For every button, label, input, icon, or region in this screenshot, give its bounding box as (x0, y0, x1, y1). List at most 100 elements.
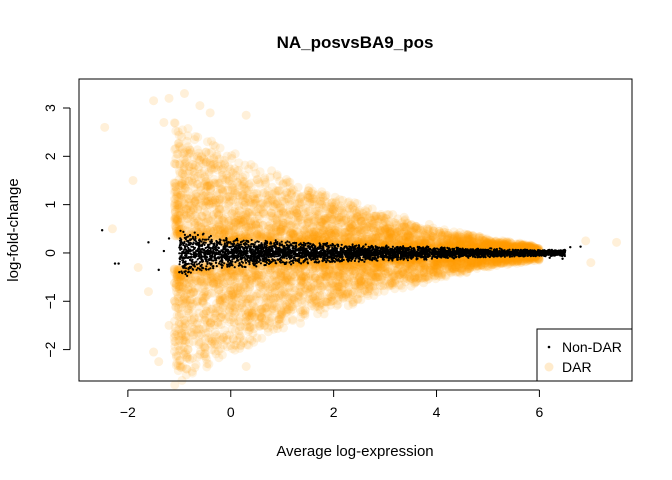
dar-point (402, 238, 412, 248)
dar-point (230, 291, 240, 301)
dar-point (530, 256, 540, 266)
dar-point (505, 237, 515, 247)
dar-point (233, 213, 243, 223)
dar-point (305, 295, 315, 304)
dar-point (308, 291, 318, 301)
dar-point (169, 118, 179, 128)
dar-point (271, 277, 281, 287)
dar-point (172, 204, 182, 214)
dar-point (174, 311, 184, 321)
dar-point (337, 284, 347, 294)
dar-point (170, 194, 179, 204)
dar-point (322, 231, 332, 240)
dar-point (174, 138, 184, 148)
dar-point (194, 162, 204, 172)
dar-point (328, 204, 338, 214)
dar-point (414, 272, 424, 282)
dar-point (400, 216, 410, 226)
dar-point (256, 229, 266, 239)
dar-point (474, 240, 483, 250)
dar-point (422, 239, 432, 249)
dar-point (251, 198, 260, 208)
dar-point (365, 259, 375, 269)
dar-point (468, 239, 478, 249)
dar-point (329, 285, 339, 295)
dar-point (169, 264, 179, 274)
dar-point (293, 190, 303, 199)
dar-point (380, 262, 390, 272)
dar-point (263, 291, 273, 301)
dar-point (217, 312, 227, 322)
dar-point (251, 264, 261, 274)
dar-point (226, 300, 236, 310)
dar-point (400, 222, 410, 232)
dar-point (227, 154, 237, 163)
dar-point (200, 180, 209, 190)
dar-point (245, 294, 255, 304)
dar-point (414, 238, 424, 248)
dar-point (403, 236, 413, 246)
dar-point (304, 271, 314, 281)
dar-point (172, 231, 181, 241)
dar-point (315, 301, 325, 311)
dar-point (410, 228, 419, 238)
dar-point (452, 234, 462, 244)
dar-point (213, 225, 223, 235)
dar-point (179, 154, 189, 164)
dar-point (317, 282, 326, 292)
dar-point (434, 226, 444, 236)
dar-point (330, 206, 340, 216)
dar-point (257, 199, 267, 209)
dar-point (462, 234, 472, 244)
dar-point (280, 225, 290, 235)
dar-point (330, 230, 340, 240)
dar-point (276, 224, 286, 234)
dar-point (218, 186, 228, 196)
dar-point (347, 265, 357, 275)
dar-point (258, 229, 268, 239)
dar-point (260, 175, 270, 185)
dar-point (346, 223, 356, 233)
dar-point (308, 232, 318, 242)
dar-point (344, 203, 353, 213)
dar-point (400, 264, 409, 274)
dar-point (333, 279, 343, 289)
dar-point (257, 333, 267, 343)
dar-point (396, 281, 406, 290)
dar-point (484, 255, 494, 265)
dar-point (369, 281, 379, 291)
dar-point (361, 211, 371, 221)
dar-point (399, 222, 409, 232)
dar-point (411, 277, 421, 287)
dar-point (373, 259, 383, 269)
dar-point (492, 257, 502, 267)
dar-point (365, 236, 375, 246)
dar-point (310, 230, 320, 240)
dar-point (303, 186, 313, 196)
dar-point (335, 261, 345, 271)
dar-point (184, 162, 194, 172)
dar-point (230, 340, 240, 350)
dar-point (225, 306, 235, 316)
dar-point (483, 257, 493, 266)
dar-point (233, 285, 243, 295)
dar-point (188, 317, 198, 327)
dar-point (373, 262, 383, 272)
dar-point (201, 158, 211, 168)
dar-point (376, 275, 386, 285)
dar-point (384, 235, 394, 245)
dar-point (187, 160, 197, 169)
dar-point (171, 302, 181, 312)
dar-point (285, 188, 295, 197)
dar-point (369, 273, 378, 283)
dar-point (228, 297, 238, 307)
dar-point (241, 274, 251, 284)
dar-point (249, 189, 259, 199)
dar-point (408, 235, 418, 245)
dar-point (317, 299, 327, 309)
dar-point (308, 221, 318, 231)
dar-point (234, 215, 244, 225)
dar-point (204, 199, 214, 209)
dar-point (310, 302, 320, 312)
